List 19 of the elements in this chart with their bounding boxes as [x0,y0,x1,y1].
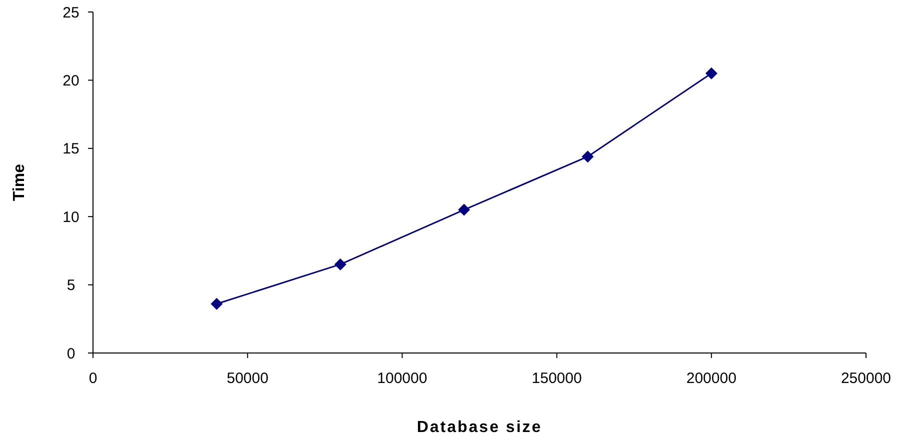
x-tick-label: 0 [88,370,98,387]
y-tick-label: 10 [62,208,80,226]
x-tick-label: 150000 [532,370,582,387]
y-tick-label: 5 [66,277,76,294]
x-tick-label: 250000 [840,370,892,387]
y-tick-label: 15 [62,140,80,158]
y-axis-title: Time [11,164,28,202]
point [705,67,718,80]
x-tick-label: 200000 [686,370,736,387]
point [582,150,594,163]
x-axis-title: Database size [416,419,542,436]
point [210,298,223,310]
x-tick-label: 100000 [377,370,428,387]
y-tick-label: 0 [66,345,76,362]
y-tick-label: 20 [62,72,80,90]
point [458,204,470,216]
point [334,258,346,270]
x-tick-label: 50000 [226,370,268,387]
y-tick-label: 25 [62,4,80,22]
